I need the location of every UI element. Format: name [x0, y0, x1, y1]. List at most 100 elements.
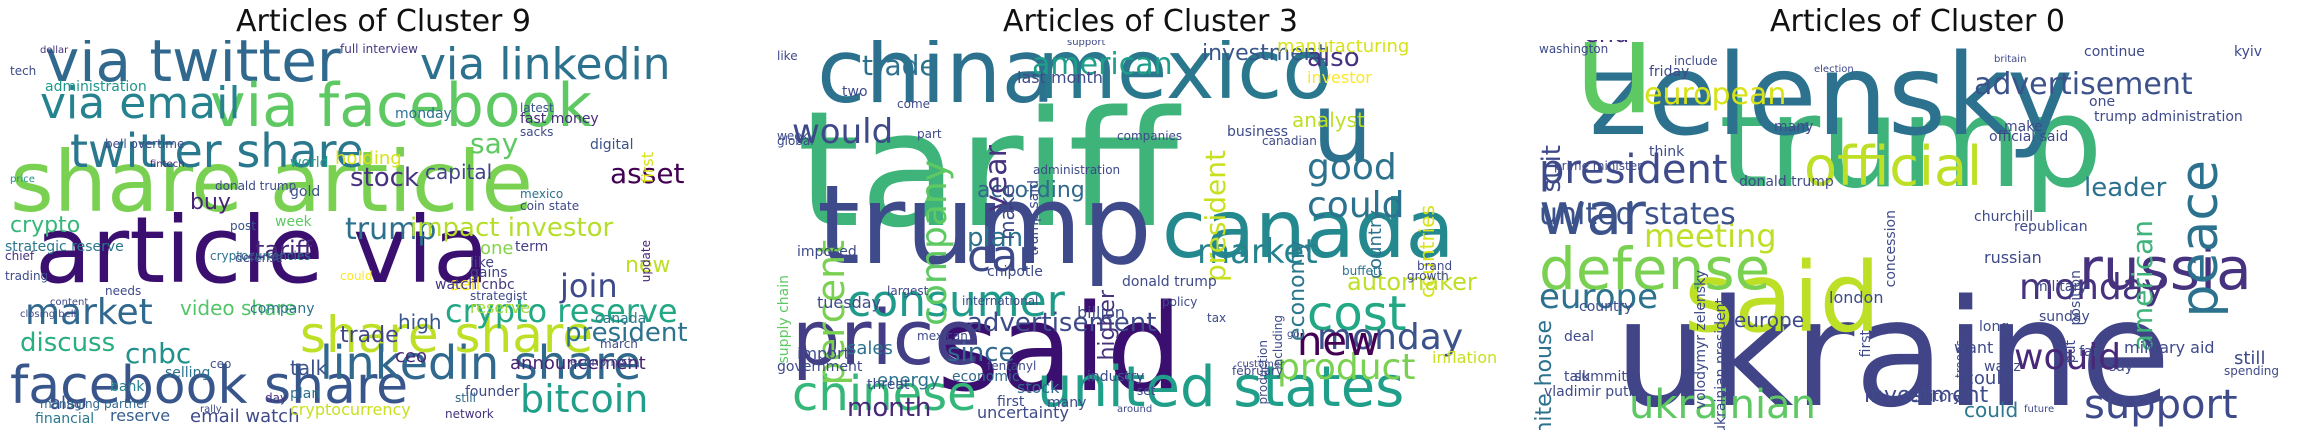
cloud-word: post	[230, 219, 256, 233]
cloud-word: official said	[1989, 129, 2069, 145]
cloud-word: concession	[1883, 210, 1899, 288]
word-cloud: ukraine trump zelensky said u official russia w…	[1534, 40, 2301, 430]
cloud-word: go	[1287, 329, 1300, 340]
cloud-word: global	[777, 134, 814, 148]
cloud-word: bell overtime	[105, 137, 185, 151]
cloud-word: ceo	[210, 357, 232, 371]
cloud-word: united states	[1539, 197, 1736, 232]
cloud-word: sales	[847, 338, 893, 359]
cloud-word: kyiv	[2234, 44, 2263, 60]
cloud-word: gold	[290, 184, 321, 200]
cloud-word: leader	[2084, 173, 2167, 203]
cloud-word: donald trump	[1122, 274, 1217, 290]
cloud-word: selling	[165, 365, 211, 381]
cloud-word: content	[50, 297, 89, 308]
cloud-word: united states	[1037, 355, 1405, 420]
cloud-word: trade	[340, 323, 399, 348]
cloud-word: sell	[450, 274, 481, 295]
cloud-word: announcement	[510, 353, 646, 374]
cloud-word: washington	[1539, 42, 1609, 56]
cloud-word: via linkedin	[420, 40, 671, 90]
cloud-word: american	[2126, 220, 2159, 352]
cloud-word: discuss	[20, 328, 116, 358]
cloud-word: come	[897, 97, 931, 111]
cloud-word: waltz	[1984, 359, 2021, 375]
cloud-word: join	[560, 267, 618, 305]
cloud-word: full interview	[340, 42, 418, 56]
cloud-word: trump administration	[2094, 109, 2243, 125]
cloud-word: price	[10, 174, 35, 185]
cloud-word: watch cnbc	[435, 277, 515, 293]
cloud-word: investor	[1307, 68, 1372, 87]
cloud-word: said	[1684, 242, 1881, 354]
cloud-word: network	[445, 407, 494, 421]
cloud-word: mexico	[520, 187, 564, 201]
cloud-word: coin state	[520, 199, 580, 213]
cloud-word: end	[1584, 40, 1629, 46]
cloud-word: tariff	[255, 236, 313, 264]
cloud-word: one	[480, 238, 514, 259]
cloud-word: want	[1954, 338, 1994, 357]
cloud-word: investment	[1202, 41, 1327, 66]
cloud-word: according	[977, 178, 1085, 203]
cloud-word: via email	[40, 78, 241, 129]
cloud-word: twitter share	[70, 124, 364, 178]
cloud-panel-cluster-9: Articles of Cluster 9 share article artic…	[0, 0, 767, 435]
cloud-word: sunday	[2039, 309, 2090, 325]
cloud-word: mexican	[917, 329, 968, 343]
cloud-word: uncertainty	[977, 403, 1069, 422]
cloud-word: new	[625, 253, 671, 278]
cloud-word: digital	[590, 137, 634, 153]
cloud-word: still	[455, 391, 476, 405]
cloud-word: cnbc	[125, 337, 192, 370]
cloud-word: economy	[1285, 240, 1310, 341]
cloud-word: buy	[190, 190, 231, 215]
cloud-panel-cluster-3: Articles of Cluster 3 tariff said trump chi…	[767, 0, 1534, 435]
cloud-word: managing partner	[40, 397, 149, 411]
cloud-word: still	[2234, 348, 2266, 369]
cloud-word: trump	[1719, 69, 2103, 216]
cloud-word: part	[917, 127, 942, 141]
cloud-word: election	[1814, 64, 1854, 75]
cloud-word: like	[470, 255, 495, 271]
cloud-word: advertisement	[1974, 67, 2193, 102]
cloud-word: price	[792, 293, 982, 382]
cloud-word: europe	[1734, 308, 1804, 332]
cloud-word: military	[2034, 279, 2088, 295]
cloud-word: update	[639, 240, 653, 283]
cloud-word: could	[1964, 368, 2013, 389]
cloud-word: put	[2063, 340, 2079, 364]
cloud-word: churchill	[1974, 209, 2034, 225]
cloud-word: republican	[2014, 219, 2088, 235]
cloud-word: article via	[35, 197, 490, 304]
cloud-word: ukrainian president	[1713, 298, 1729, 430]
cloud-word: trump said	[1026, 180, 1042, 256]
cloud-word: economist	[570, 355, 633, 369]
cloud-word: two	[842, 84, 868, 100]
cloud-word: business	[1227, 124, 1289, 140]
cloud-word: peace	[2170, 160, 2230, 318]
cloud-word: also	[50, 393, 87, 414]
cloud-word: china	[817, 40, 1056, 123]
cloud-word: could	[1307, 185, 1405, 226]
cloud-word: companies	[1117, 129, 1183, 143]
cloud-word: cost	[1307, 286, 1407, 342]
cloud-word: fintech	[150, 159, 185, 170]
cloud-word: crypto	[10, 213, 81, 238]
cloud-word: investment	[1864, 383, 1989, 408]
cloud-word: industry	[1087, 369, 1145, 385]
cloud-word: dollar	[40, 45, 69, 56]
cloud-word: import	[797, 344, 850, 363]
cloud-word: administration	[1033, 163, 1121, 177]
cloud-word: trump	[817, 161, 1153, 289]
cloud-word: holding	[335, 148, 402, 169]
cloud-word: official	[1804, 135, 1983, 198]
cloud-word: new	[1297, 319, 1380, 365]
cloud-word: monday	[2019, 267, 2166, 308]
cloud-word: reserve	[470, 298, 531, 317]
cloud-word: february	[1232, 364, 1284, 378]
cloud-word: stock	[1017, 378, 1060, 397]
cloud-word: inflation	[1432, 348, 1498, 367]
cloud-word: continue	[2084, 44, 2145, 60]
cloud-word: volodymyr zelensky	[1693, 270, 1709, 410]
